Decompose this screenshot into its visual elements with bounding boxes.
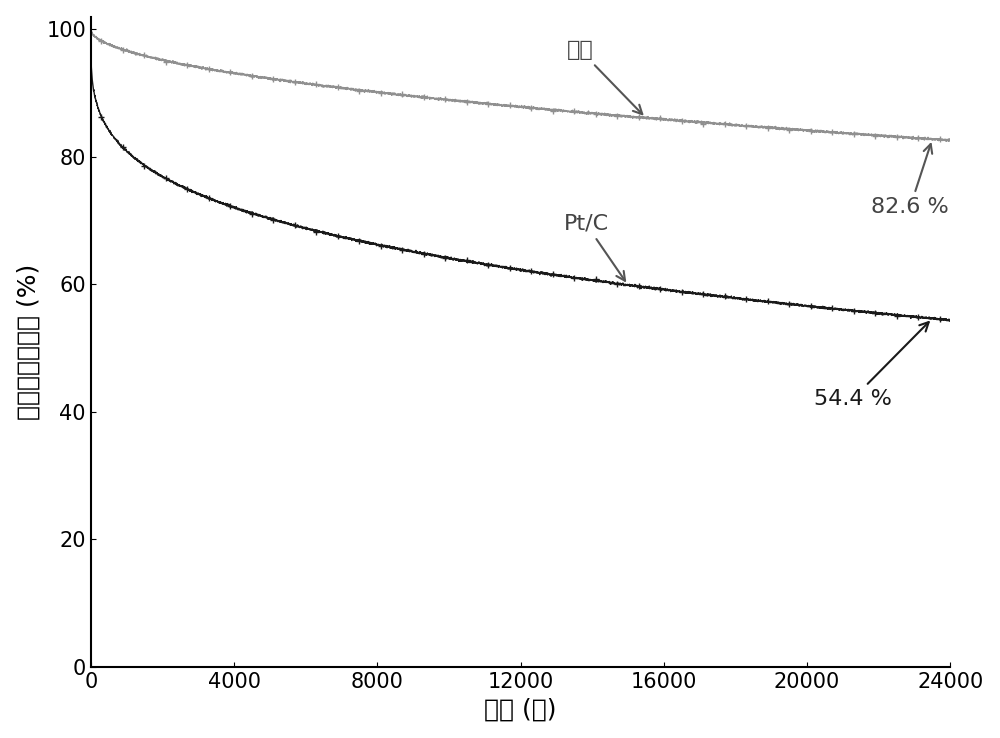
Text: 82.6 %: 82.6 % xyxy=(871,144,949,216)
Text: Pt/C: Pt/C xyxy=(563,214,625,280)
Y-axis label: 电流密度百分比 (%): 电流密度百分比 (%) xyxy=(17,263,41,420)
Text: 54.4 %: 54.4 % xyxy=(814,322,929,409)
Text: 棉花: 棉花 xyxy=(567,41,642,114)
X-axis label: 时间 (秒): 时间 (秒) xyxy=(484,697,557,721)
